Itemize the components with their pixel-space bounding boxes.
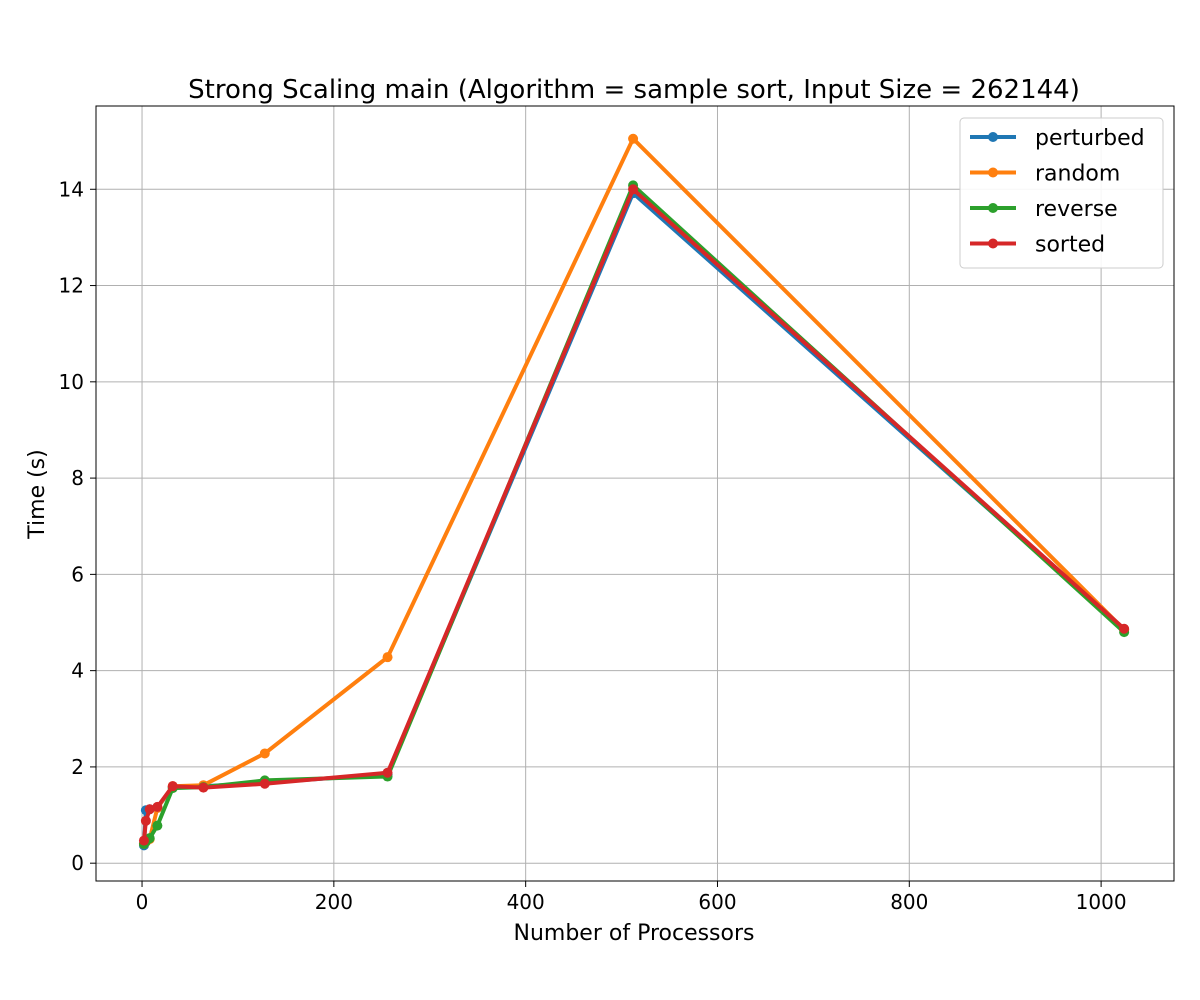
series-line-reverse xyxy=(142,183,1127,846)
y-tick-label: 10 xyxy=(59,370,84,394)
data-point-random xyxy=(382,652,393,663)
data-point-sorted xyxy=(144,804,155,815)
legend-marker xyxy=(988,238,998,249)
data-point-sorted xyxy=(198,782,209,793)
legend-marker xyxy=(988,167,998,178)
x-axis-title: Number of Processors xyxy=(514,921,755,946)
x-tick-label: 200 xyxy=(315,890,353,914)
y-tick-label: 6 xyxy=(71,562,84,586)
legend-label: perturbed xyxy=(1035,126,1145,151)
legend-item-sorted: sorted xyxy=(970,233,1105,258)
series-line-perturbed xyxy=(142,191,1127,848)
data-point-sorted xyxy=(138,835,149,846)
legend-marker xyxy=(988,132,998,142)
legend-label: sorted xyxy=(1035,233,1105,258)
series-line-sorted xyxy=(142,187,1127,843)
legend-item-perturbed: perturbed xyxy=(970,126,1145,151)
series-lines xyxy=(138,133,1130,851)
data-point-sorted xyxy=(140,815,151,826)
x-tick-label: 1000 xyxy=(1076,890,1127,914)
y-tick-label: 4 xyxy=(71,659,84,683)
x-tick-label: 400 xyxy=(507,890,545,914)
chart-title: Strong Scaling main (Algorithm = sample … xyxy=(188,75,1080,105)
y-axis-title: Time (s) xyxy=(25,449,50,539)
data-point-random xyxy=(259,748,270,759)
data-point-sorted xyxy=(167,781,178,792)
data-point-sorted xyxy=(382,767,393,778)
data-point-reverse xyxy=(152,820,163,831)
legend-marker xyxy=(988,203,998,213)
x-tick-label: 800 xyxy=(890,890,928,914)
series-sorted xyxy=(138,184,1130,846)
data-point-sorted xyxy=(628,184,639,195)
x-tick-label: 600 xyxy=(698,890,736,914)
y-tick-label: 14 xyxy=(59,177,84,201)
axis-ticks: 0 200 400 600 800 1000 0 2 4 6 8 10 12 14 xyxy=(59,177,1127,914)
data-point-random xyxy=(628,133,639,144)
x-tick-label: 0 xyxy=(136,890,149,914)
plot-frame xyxy=(95,105,1175,882)
y-tick-label: 2 xyxy=(71,755,84,779)
data-point-sorted xyxy=(1119,623,1130,634)
data-point-sorted xyxy=(152,801,163,812)
legend-label: random xyxy=(1035,162,1120,187)
legend: perturbed random reverse sorted xyxy=(959,117,1164,269)
series-perturbed xyxy=(138,188,1130,851)
legend-box xyxy=(959,117,1164,269)
data-point-sorted xyxy=(259,778,270,789)
y-tick-label: 12 xyxy=(59,274,84,298)
legend-item-random: random xyxy=(970,162,1120,187)
y-tick-label: 8 xyxy=(71,466,84,490)
y-tick-label: 0 xyxy=(71,851,84,875)
legend-item-reverse: reverse xyxy=(970,197,1118,222)
series-reverse xyxy=(138,180,1130,849)
legend-label: reverse xyxy=(1035,197,1118,222)
